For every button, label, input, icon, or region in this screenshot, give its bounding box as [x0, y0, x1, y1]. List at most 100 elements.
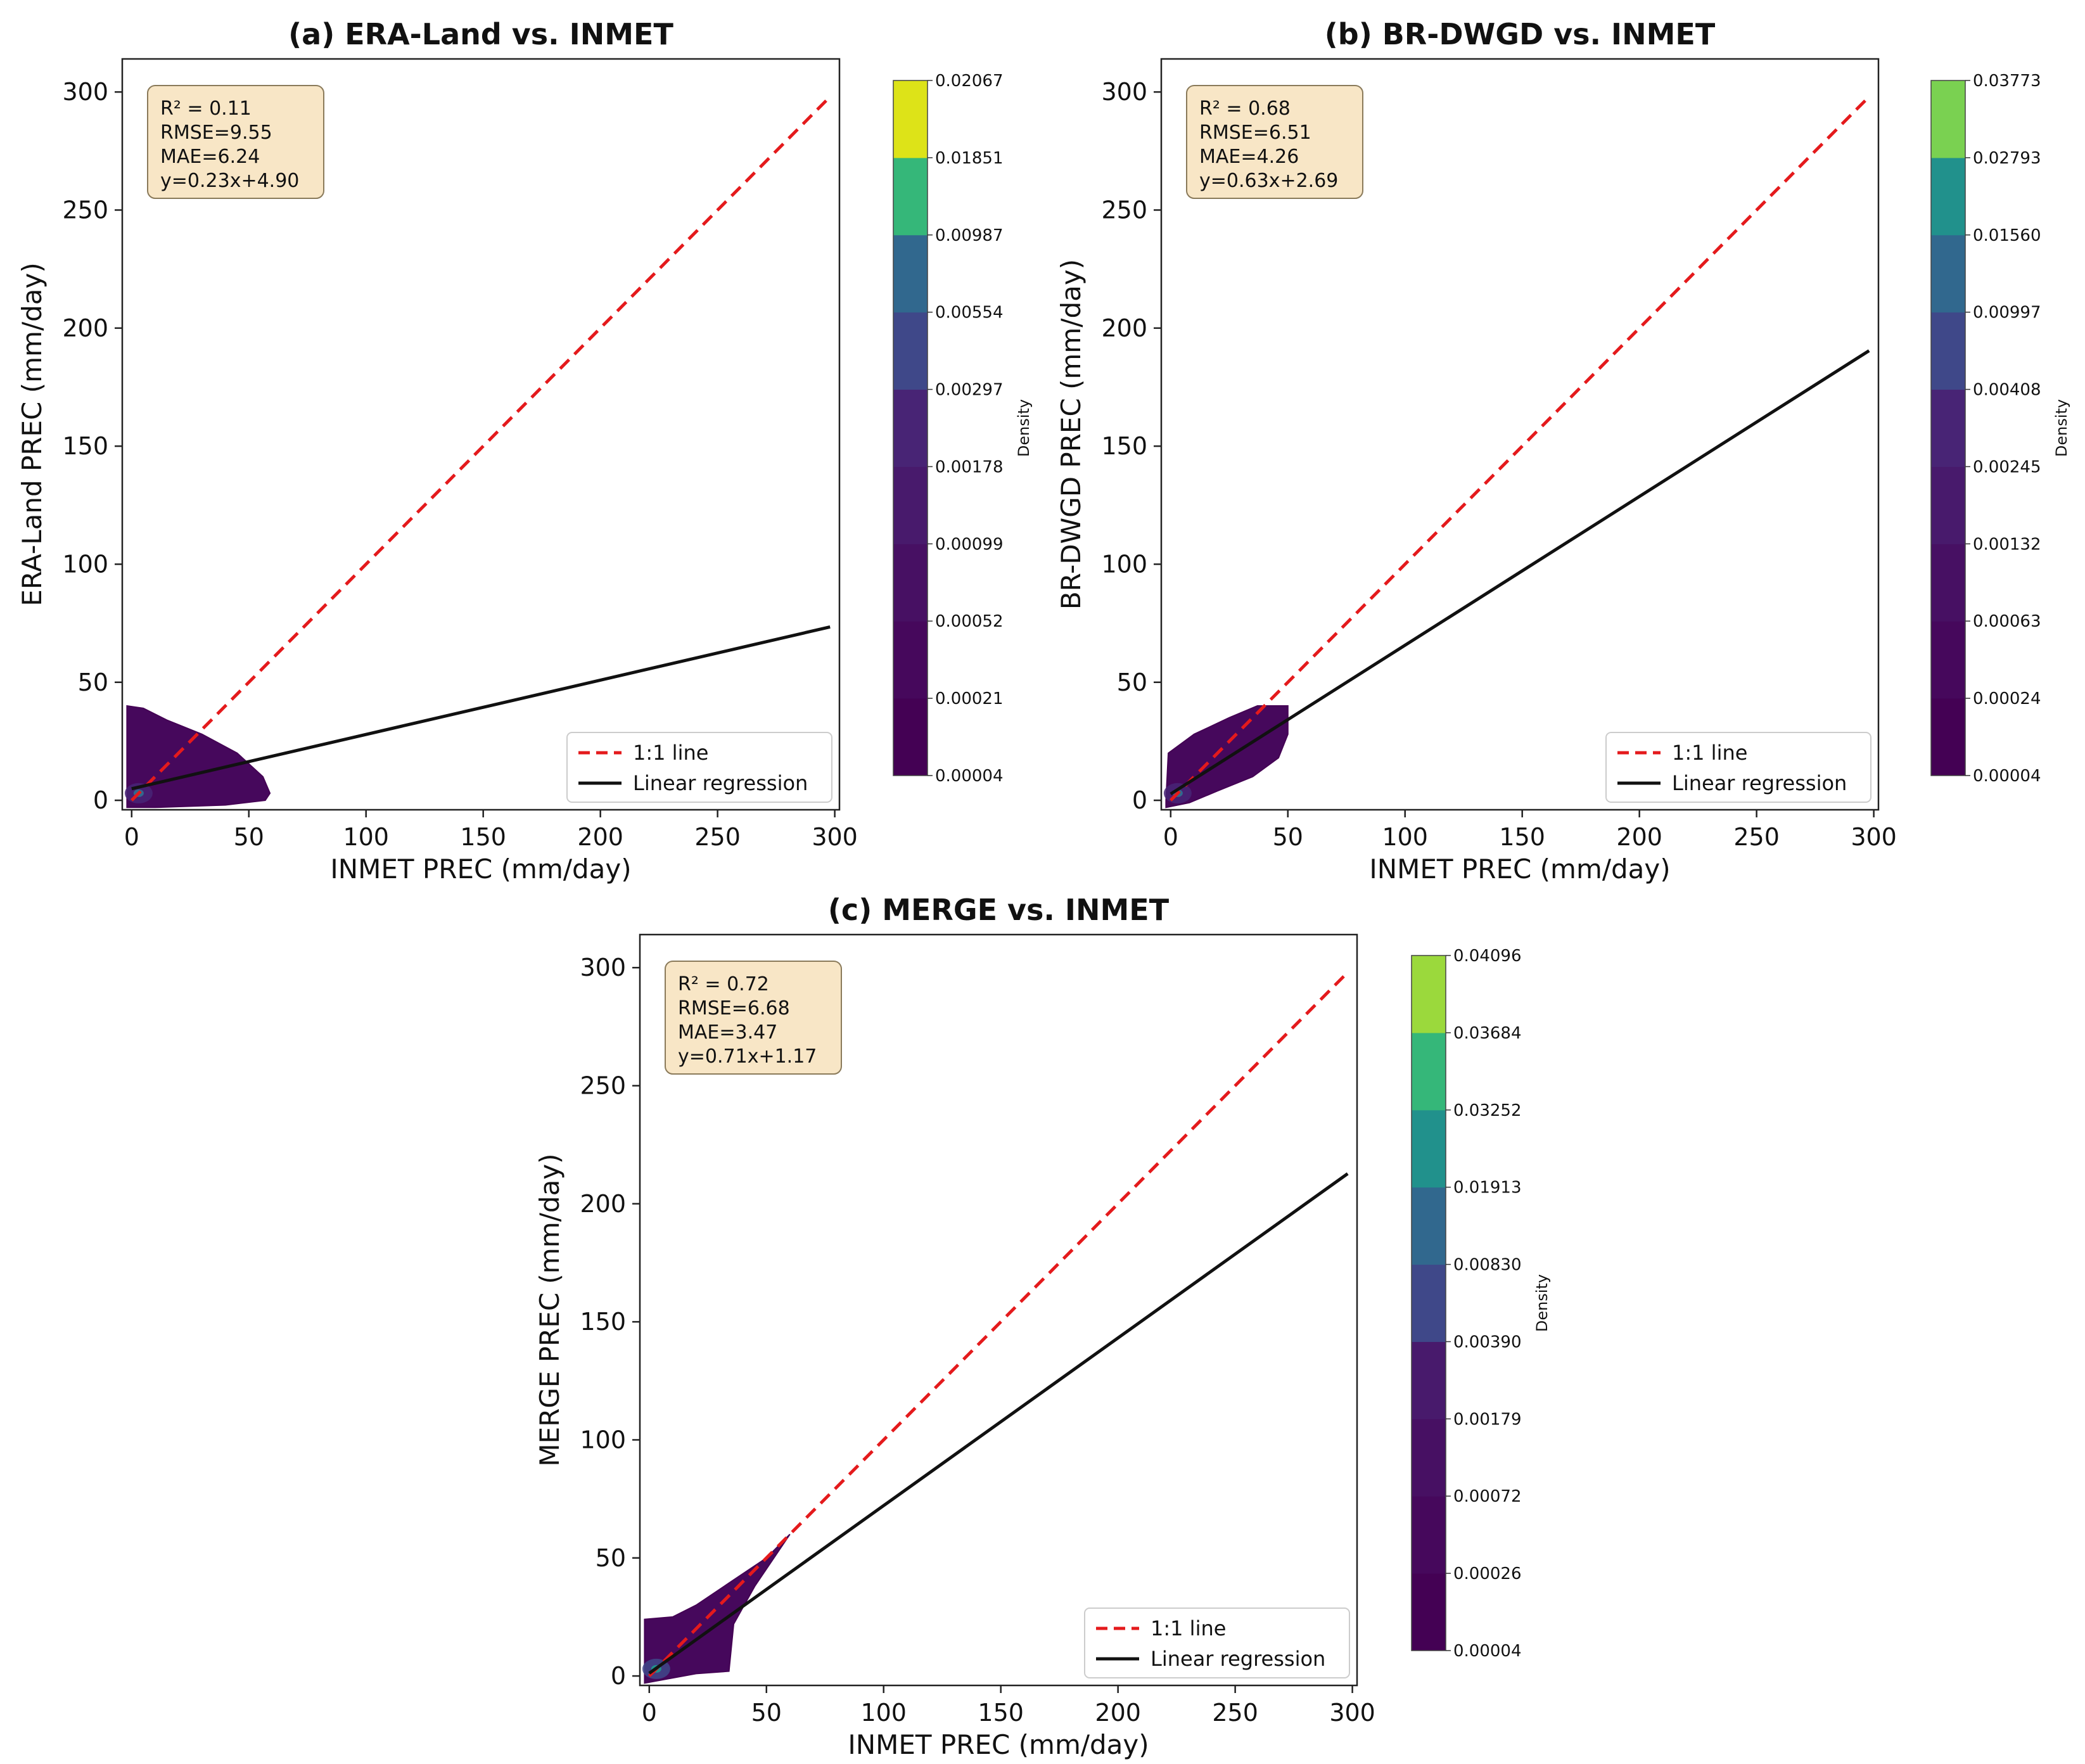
colorbar-segment: [1931, 621, 1965, 699]
colorbar-tick-label: 0.01913: [1453, 1179, 1522, 1198]
colorbar-segment: [1412, 1109, 1446, 1188]
stats-line: y=0.71x+1.17: [678, 1045, 817, 1068]
y-tick-label: 250: [1101, 196, 1147, 224]
x-axis-label: INMET PREC (mm/day): [848, 1729, 1149, 1760]
colorbar-tick-label: 0.00132: [1973, 535, 2041, 554]
y-tick-label: 150: [62, 432, 108, 460]
x-tick-label: 50: [751, 1699, 782, 1727]
colorbar-tick-label: 0.00179: [1453, 1410, 1522, 1429]
colorbar-frame: [1411, 955, 1446, 1651]
y-tick-label: 200: [580, 1190, 626, 1218]
colorbar-tick-label: 0.00297: [935, 381, 1004, 400]
colorbar: 0.00004 0.00026 0.00072 0.00179 0.00390 0.008…: [1411, 947, 1551, 1661]
colorbar-segment: [1931, 234, 1965, 313]
colorbar-segment: [1931, 698, 1965, 776]
colorbar-segment: [893, 312, 928, 390]
axes-frame: [1160, 58, 1880, 811]
colorbar-tick-label: 0.00024: [1973, 689, 2041, 708]
y-axis-label: MERGE PREC (mm/day): [534, 1153, 565, 1466]
y-tick-label: 50: [596, 1544, 626, 1572]
colorbar-tick-label: 0.00004: [1973, 767, 2041, 786]
x-tick-label: 100: [1382, 823, 1428, 851]
y-tick-label: 250: [62, 196, 108, 224]
identity-line: [131, 95, 831, 802]
chart-title: (c) MERGE vs. INMET: [828, 893, 1170, 927]
colorbar-segment: [893, 621, 928, 699]
colorbar-tick-label: 0.02067: [935, 72, 1004, 91]
y-tick-label: 50: [78, 668, 108, 696]
colorbar-tick-label: 0.00830: [1453, 1256, 1522, 1275]
colorbar-segment: [1412, 1341, 1446, 1419]
colorbar-segment: [1412, 955, 1446, 1033]
x-tick-label: 50: [234, 823, 264, 851]
stats-line: R² = 0.11: [160, 98, 252, 120]
x-tick-label: 100: [343, 823, 389, 851]
colorbar-tick-label: 0.03684: [1453, 1024, 1522, 1043]
legend-regression-label: Linear regression: [1672, 771, 1847, 795]
colorbar-tick-label: 0.00026: [1453, 1564, 1522, 1583]
plot-area: [124, 95, 831, 808]
colorbar: 0.00004 0.00024 0.00063 0.00132 0.00245 0.004…: [1930, 72, 2070, 786]
x-tick-label: 200: [1095, 1699, 1141, 1727]
colorbar-tick-label: 0.00554: [935, 304, 1004, 323]
x-tick-label: 0: [1163, 823, 1178, 851]
legend-identity-label: 1:1 line: [1151, 1616, 1226, 1640]
colorbar: 0.00004 0.00021 0.00052 0.00099 0.00178 0.002…: [893, 72, 1033, 786]
colorbar-tick-label: 0.00052: [935, 612, 1004, 631]
y-tick-label: 0: [1132, 786, 1147, 814]
y-tick-label: 200: [1101, 314, 1147, 342]
regression-line: [1170, 349, 1870, 796]
axes-frame: [121, 58, 841, 811]
colorbar-tick-label: 0.01851: [935, 149, 1004, 168]
colorbar-segment: [1931, 544, 1965, 622]
y-tick-label: 300: [62, 78, 108, 106]
x-tick-label: 0: [642, 1699, 657, 1727]
colorbar-label: Density: [2053, 399, 2070, 457]
colorbar-tick-label: 0.00997: [1973, 304, 2041, 323]
legend: [566, 732, 832, 803]
regression-line: [131, 625, 831, 791]
identity-line: [1170, 95, 1870, 802]
colorbar-tick-label: 0.00390: [1453, 1333, 1522, 1352]
x-tick-label: 50: [1273, 823, 1303, 851]
x-axis-label: INMET PREC (mm/day): [330, 853, 631, 885]
x-tick-label: 300: [1851, 823, 1897, 851]
stats-line: y=0.63x+2.69: [1199, 170, 1338, 192]
stats-box: [1186, 85, 1363, 199]
x-tick-label: 200: [577, 823, 623, 851]
identity-line: [648, 971, 1349, 1677]
x-tick-label: 150: [460, 823, 506, 851]
colorbar-segment: [893, 389, 928, 467]
x-tick-label: 250: [694, 823, 741, 851]
colorbar-tick-label: 0.02793: [1973, 149, 2041, 168]
y-tick-label: 100: [580, 1426, 626, 1454]
y-tick-label: 150: [1101, 432, 1147, 460]
y-axis-label: ERA-Land PREC (mm/day): [16, 262, 48, 606]
colorbar-segment: [893, 544, 928, 622]
stats-line: R² = 0.72: [678, 973, 769, 995]
colorbar-tick-label: 0.03773: [1973, 72, 2041, 91]
legend-regression-label: Linear regression: [1151, 1647, 1325, 1671]
legend: [1084, 1607, 1350, 1678]
stats-box: [665, 961, 842, 1075]
x-tick-label: 250: [1212, 1699, 1258, 1727]
x-tick-label: 200: [1616, 823, 1662, 851]
colorbar-segment: [893, 698, 928, 776]
stats-line: y=0.23x+4.90: [160, 170, 299, 192]
chart-panel-b: (b) BR-DWGD vs. INMET 0 50 100 150 200 250 300 0…: [1055, 17, 2070, 885]
x-tick-label: 300: [1329, 1699, 1375, 1727]
y-tick-label: 50: [1117, 668, 1147, 696]
stats-line: RMSE=6.51: [1199, 122, 1311, 144]
chart-title: (b) BR-DWGD vs. INMET: [1325, 17, 1716, 51]
plot-area: [1163, 95, 1870, 808]
colorbar-segment: [1931, 312, 1965, 390]
stats-line: R² = 0.68: [1199, 98, 1291, 120]
colorbar-tick-label: 0.00987: [935, 226, 1004, 245]
colorbar-tick-label: 0.00021: [935, 689, 1004, 708]
x-tick-label: 300: [812, 823, 858, 851]
x-tick-label: 0: [124, 823, 139, 851]
legend-identity-label: 1:1 line: [1672, 741, 1747, 765]
colorbar-segment: [893, 157, 928, 236]
y-tick-label: 0: [611, 1662, 626, 1690]
